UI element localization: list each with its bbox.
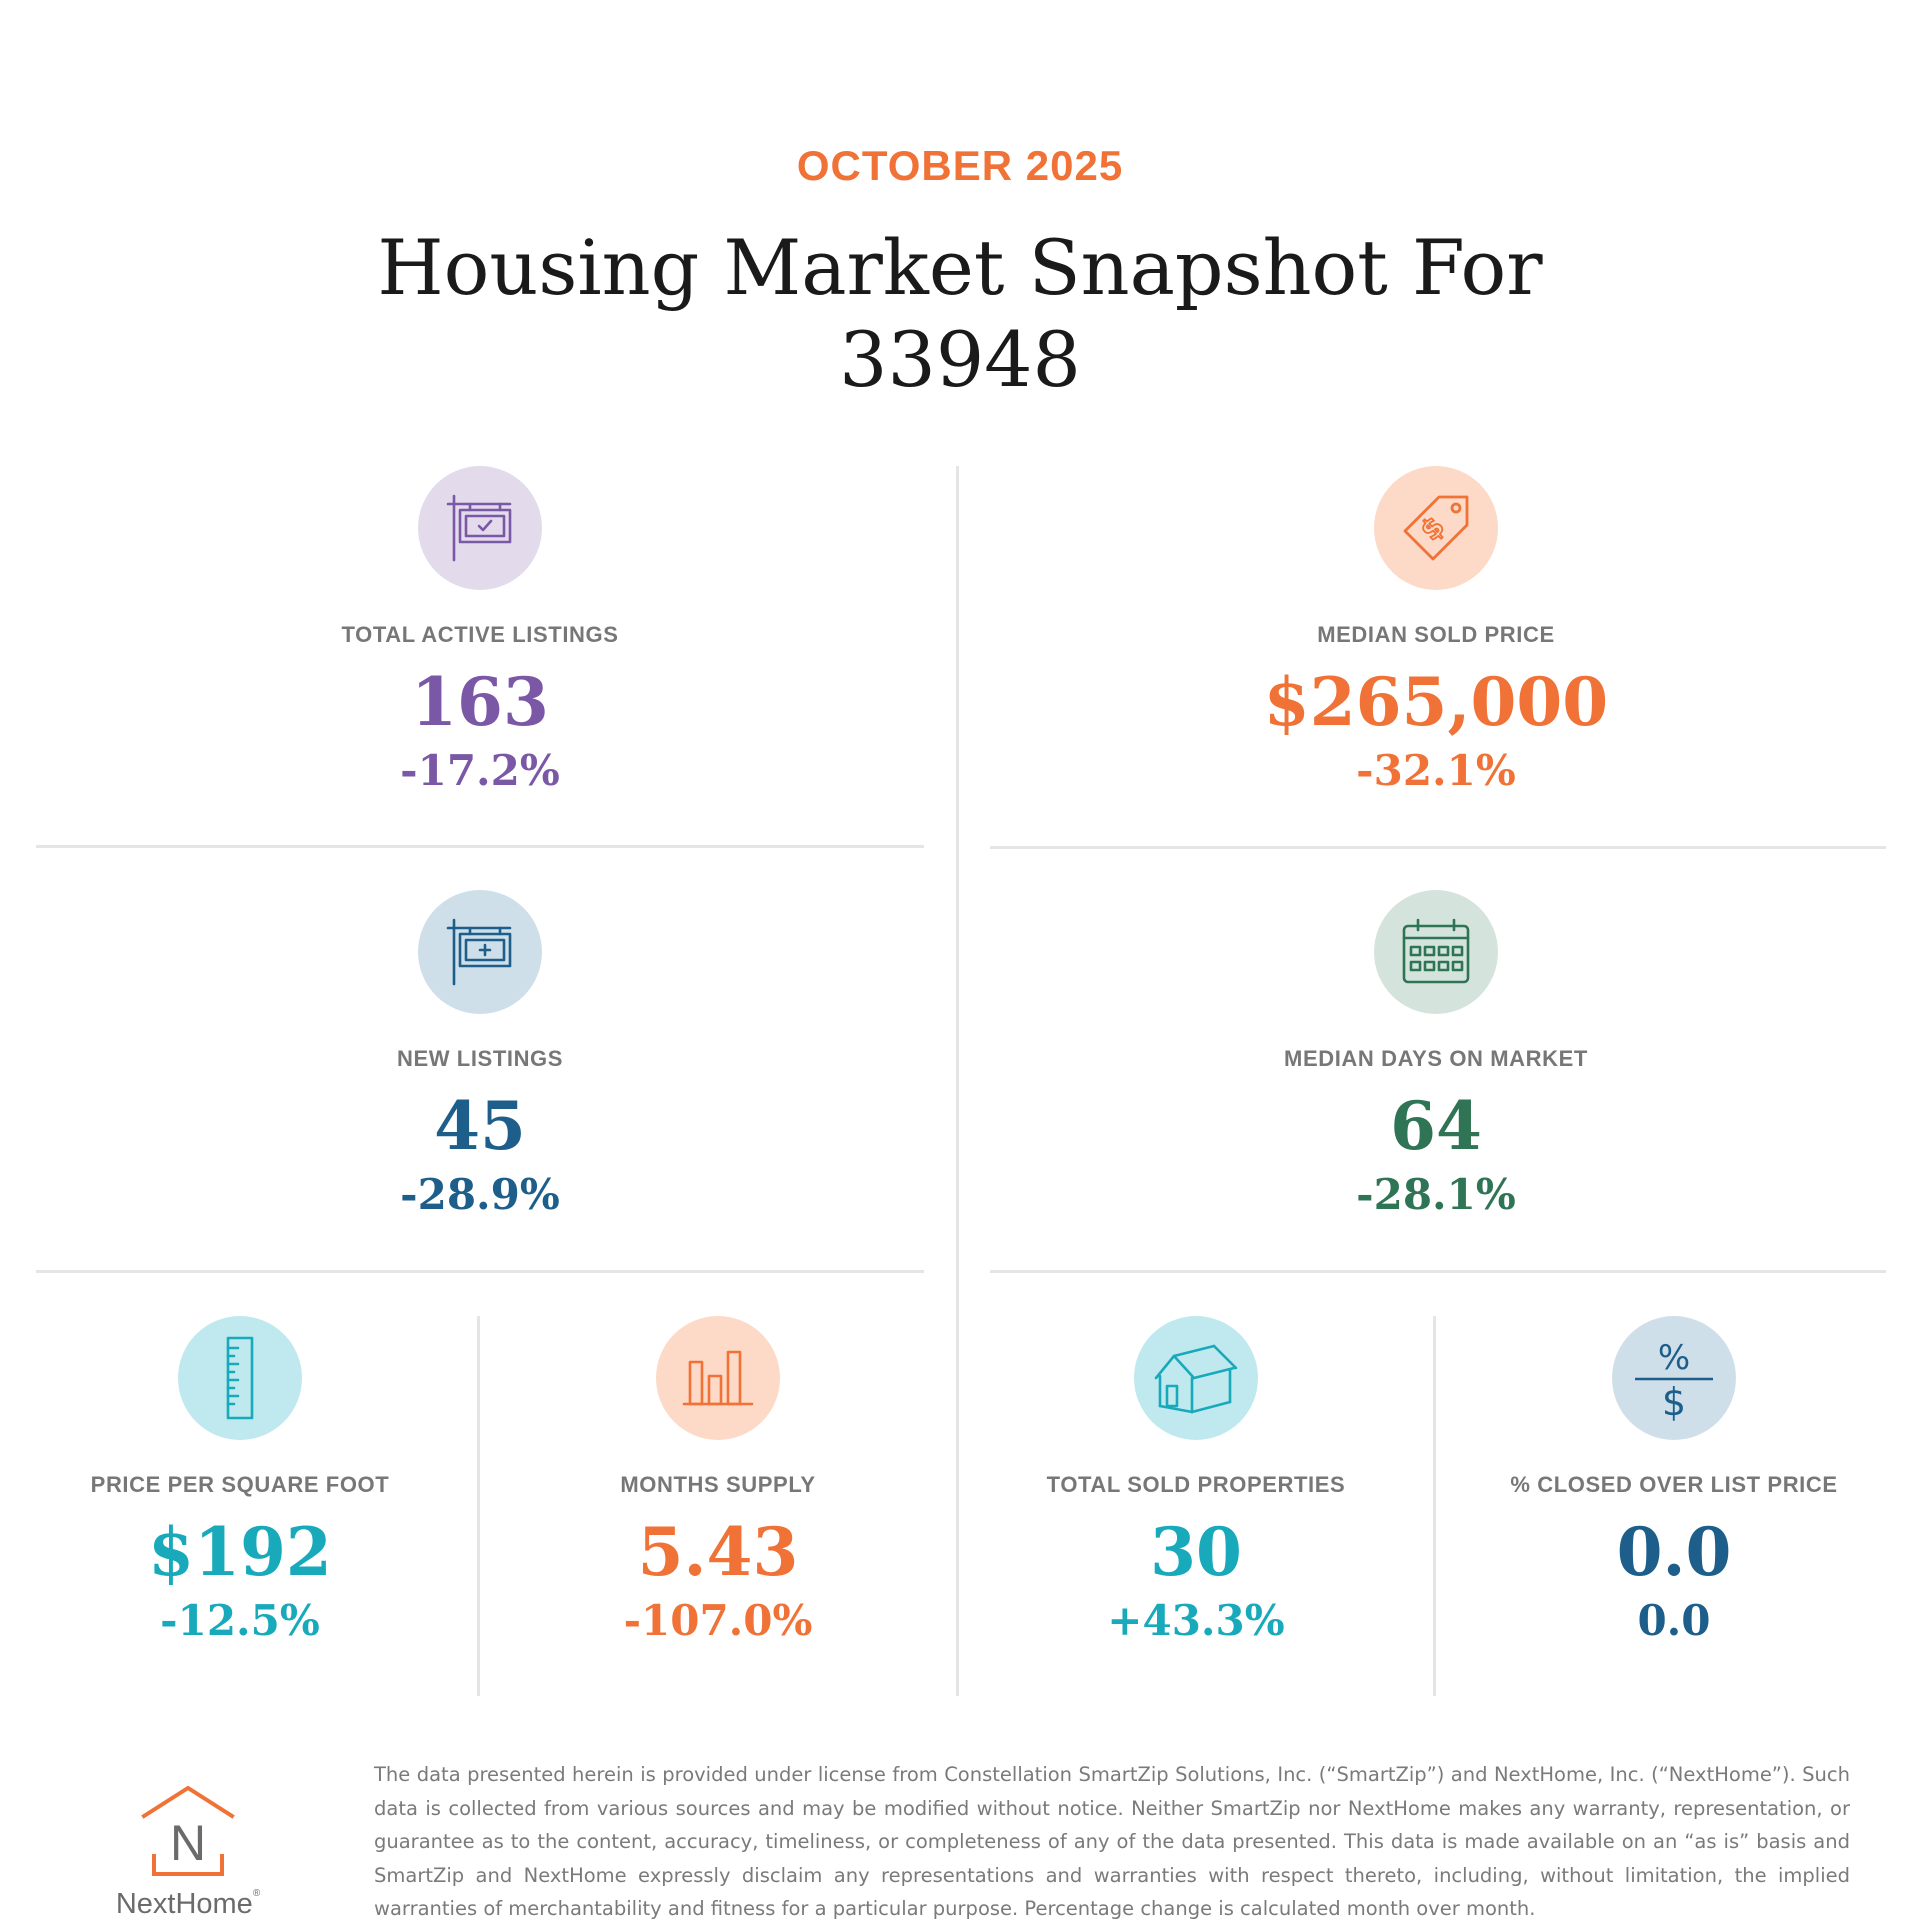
metric-price-per-sqft: PRICE PER SQUARE FOOT $192 -12.5% xyxy=(40,1316,440,1656)
for-sale-sign-check-icon xyxy=(418,466,542,590)
metric-change: -28.9% xyxy=(400,1170,560,1219)
svg-text:%: % xyxy=(1658,1338,1690,1378)
left-divider-1 xyxy=(36,845,924,848)
metric-value: 5.43 xyxy=(637,1513,799,1591)
metric-value: $265,000 xyxy=(1263,663,1609,741)
metric-value: 0.0 xyxy=(1616,1513,1732,1591)
svg-text:N: N xyxy=(170,1815,206,1871)
metric-value: 163 xyxy=(411,663,549,741)
metric-label: TOTAL ACTIVE LISTINGS xyxy=(341,622,619,647)
right-divider-1 xyxy=(990,846,1886,849)
metric-label: PRICE PER SQUARE FOOT xyxy=(90,1472,390,1497)
report-month: OCTOBER 2025 xyxy=(796,142,1124,189)
metric-label: MONTHS SUPPLY xyxy=(620,1472,816,1497)
house-icon xyxy=(1134,1316,1258,1440)
right-divider-2 xyxy=(990,1270,1886,1273)
metric-new-listings: NEW LISTINGS 45 -28.9% xyxy=(80,890,880,1230)
metric-change: 0.0 xyxy=(1637,1596,1711,1645)
nexthome-logo: N NextHome® xyxy=(100,1784,276,1924)
metric-change: -12.5% xyxy=(160,1596,320,1645)
for-sale-sign-plus-icon xyxy=(418,890,542,1014)
left-divider-2 xyxy=(36,1270,924,1273)
metric-label: % CLOSED OVER LIST PRICE xyxy=(1510,1472,1838,1497)
metric-value: 64 xyxy=(1390,1087,1482,1165)
percent-over-dollar-icon: % $ xyxy=(1612,1316,1736,1440)
bottom-left-divider xyxy=(477,1316,480,1696)
logo-wordmark: NextHome® xyxy=(115,1888,261,1920)
bar-chart-icon xyxy=(656,1316,780,1440)
metric-change: -17.2% xyxy=(400,746,560,795)
metric-label: MEDIAN DAYS ON MARKET xyxy=(1284,1046,1588,1071)
metric-change: +43.3% xyxy=(1107,1596,1285,1645)
metric-change: -107.0% xyxy=(623,1596,813,1645)
metric-value: 45 xyxy=(434,1087,526,1165)
metric-median-sold-price: $ MEDIAN SOLD PRICE $265,000 -32.1% xyxy=(1036,466,1836,806)
metric-months-supply: MONTHS SUPPLY 5.43 -107.0% xyxy=(518,1316,918,1656)
metric-change: -28.1% xyxy=(1356,1170,1516,1219)
metric-median-days: MEDIAN DAYS ON MARKET 64 -28.1% xyxy=(1036,890,1836,1230)
metric-value: 30 xyxy=(1150,1513,1242,1591)
metric-label: MEDIAN SOLD PRICE xyxy=(1317,622,1555,647)
metric-change: -32.1% xyxy=(1356,746,1516,795)
svg-text:$: $ xyxy=(1662,1380,1686,1423)
metric-active-listings: TOTAL ACTIVE LISTINGS 163 -17.2% xyxy=(80,466,880,806)
ruler-icon xyxy=(178,1316,302,1440)
calendar-icon xyxy=(1374,890,1498,1014)
price-tag-dollar-icon: $ xyxy=(1374,466,1498,590)
disclaimer-text: The data presented herein is provided un… xyxy=(374,1763,1850,1920)
bottom-right-divider xyxy=(1433,1316,1436,1696)
metric-closed-over-list: % $ % CLOSED OVER LIST PRICE 0.0 0.0 xyxy=(1474,1316,1874,1656)
metric-value: $192 xyxy=(148,1513,332,1591)
center-divider xyxy=(956,466,959,1696)
page-title: Housing Market Snapshot For 33948 xyxy=(377,223,1543,404)
metric-label: NEW LISTINGS xyxy=(396,1046,564,1071)
metric-label: TOTAL SOLD PROPERTIES xyxy=(1046,1472,1346,1497)
metric-total-sold: TOTAL SOLD PROPERTIES 30 +43.3% xyxy=(996,1316,1396,1656)
